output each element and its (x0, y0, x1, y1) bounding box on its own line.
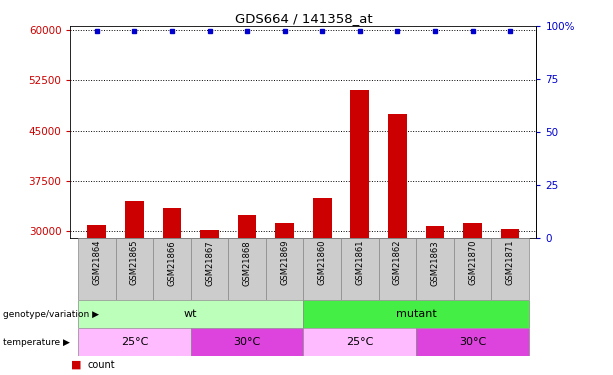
Bar (275, 224, 294, 375)
Bar (116, 238, 153, 300)
Text: GSM21870: GSM21870 (468, 240, 477, 285)
Text: 30°C: 30°C (459, 337, 486, 347)
Bar (238, 214, 256, 375)
Text: 25°C: 25°C (121, 337, 148, 347)
Text: 25°C: 25°C (346, 337, 373, 347)
Bar (303, 300, 529, 328)
Bar (88, 225, 106, 375)
Text: GSM21864: GSM21864 (93, 240, 101, 285)
Bar (501, 230, 519, 375)
Bar (425, 226, 444, 375)
Text: GSM21869: GSM21869 (280, 240, 289, 285)
Bar (313, 198, 332, 375)
Bar (266, 238, 303, 300)
Bar (491, 238, 529, 300)
Title: GDS664 / 141358_at: GDS664 / 141358_at (235, 12, 372, 25)
Text: GSM21866: GSM21866 (167, 240, 177, 286)
Bar (454, 238, 491, 300)
Text: count: count (87, 360, 115, 370)
Text: wt: wt (184, 309, 197, 319)
Bar (416, 328, 529, 356)
Text: GSM21868: GSM21868 (243, 240, 251, 286)
Bar (153, 238, 191, 300)
Bar (78, 328, 191, 356)
Text: GSM21863: GSM21863 (430, 240, 440, 286)
Bar (78, 300, 303, 328)
Bar (303, 238, 341, 300)
Bar (388, 114, 407, 375)
Text: 30°C: 30°C (234, 337, 261, 347)
Text: GSM21860: GSM21860 (318, 240, 327, 285)
Bar (78, 238, 116, 300)
Bar (416, 238, 454, 300)
Bar (191, 238, 228, 300)
Bar (200, 230, 219, 375)
Bar (341, 238, 379, 300)
Text: GSM21862: GSM21862 (393, 240, 402, 285)
Text: GSM21867: GSM21867 (205, 240, 214, 286)
Bar (463, 224, 482, 375)
Bar (379, 238, 416, 300)
Bar (228, 238, 266, 300)
Bar (125, 201, 144, 375)
Bar (191, 328, 303, 356)
Text: ■: ■ (70, 360, 81, 370)
Text: GSM21865: GSM21865 (130, 240, 139, 285)
Bar (162, 208, 181, 375)
Text: GSM21861: GSM21861 (356, 240, 364, 285)
Text: temperature ▶: temperature ▶ (3, 338, 70, 346)
Text: mutant: mutant (396, 309, 436, 319)
Text: GSM21871: GSM21871 (506, 240, 514, 285)
Text: genotype/variation ▶: genotype/variation ▶ (3, 310, 99, 319)
Bar (303, 328, 416, 356)
Bar (351, 90, 369, 375)
